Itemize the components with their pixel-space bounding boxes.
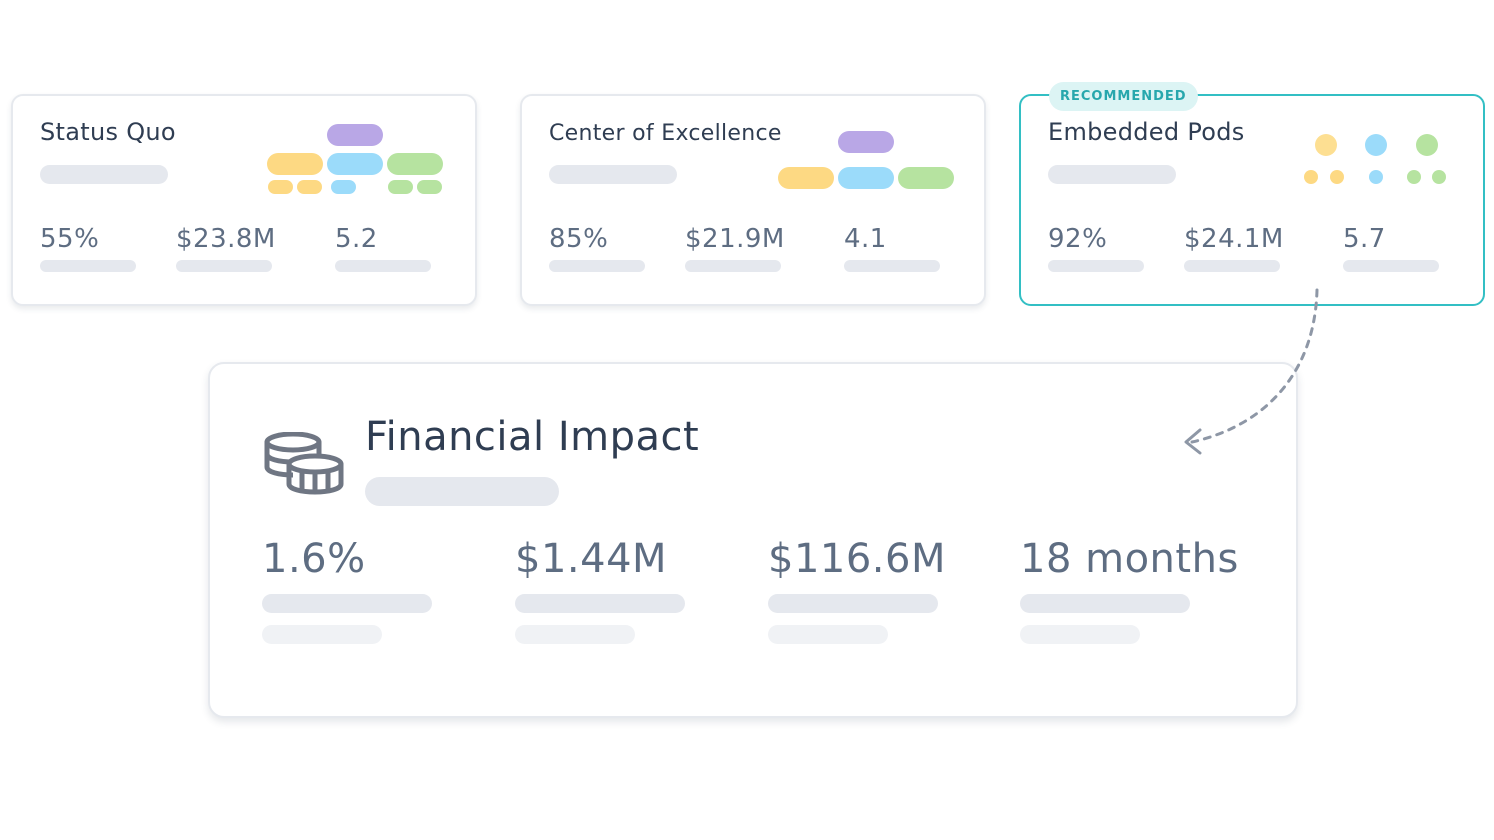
metric-value: $21.9M	[685, 224, 785, 254]
metric-score: 4.1	[844, 224, 940, 272]
metric-percent: 92%	[1048, 224, 1144, 272]
metric-amount: $23.8M	[176, 224, 276, 272]
pod-lead-dot-yellow	[1315, 134, 1337, 156]
card-title: Center of Excellence	[549, 121, 782, 146]
org-member-pill	[268, 180, 293, 194]
impact-title: Financial Impact	[365, 414, 700, 460]
impact-metric-sublabel-placeholder	[768, 625, 888, 644]
metric-value: 92%	[1048, 224, 1108, 254]
impact-metric-payback: 18 months	[1020, 536, 1239, 644]
org-leader-pill	[327, 124, 383, 146]
metric-label-placeholder	[685, 260, 781, 272]
org-member-pill	[417, 180, 442, 194]
org-leader-pill	[838, 131, 894, 153]
metric-amount: $24.1M	[1184, 224, 1284, 272]
pod-member-dot	[1407, 170, 1421, 184]
metric-score: 5.7	[1343, 224, 1439, 272]
impact-metric-value: 1.6%	[262, 536, 366, 582]
metric-label-placeholder	[176, 260, 272, 272]
org-team-pill-yellow	[267, 153, 323, 175]
metric-percent: 55%	[40, 224, 136, 272]
impact-metric-value-total: $116.6M	[768, 536, 946, 644]
impact-metric-percent: 1.6%	[262, 536, 432, 644]
metric-value: 85%	[549, 224, 609, 254]
org-member-pill	[388, 180, 413, 194]
option-card-embedded-pods[interactable]: RECOMMENDED Embedded Pods 92% $24.1M 5.7	[1019, 82, 1485, 306]
card-title: Embedded Pods	[1048, 118, 1245, 146]
option-card-status-quo[interactable]: Status Quo 55% $23.8M 5.2	[11, 94, 477, 306]
metric-amount: $21.9M	[685, 224, 785, 272]
card-title: Status Quo	[40, 118, 176, 146]
card-subtitle-placeholder	[1048, 165, 1176, 184]
metric-label-placeholder	[1048, 260, 1144, 272]
financial-impact-panel: Financial Impact 1.6% $1.44M $116.6M 18 …	[208, 362, 1298, 718]
coins-icon	[264, 431, 348, 500]
metric-label-placeholder	[549, 260, 645, 272]
impact-metric-savings: $1.44M	[515, 536, 685, 644]
impact-metric-value: $116.6M	[768, 536, 946, 582]
metric-value: $24.1M	[1184, 224, 1284, 254]
metric-percent: 85%	[549, 224, 645, 272]
pod-member-dot	[1432, 170, 1446, 184]
recommended-badge: RECOMMENDED	[1049, 82, 1198, 111]
impact-metric-sublabel-placeholder	[262, 625, 382, 644]
metric-value: $23.8M	[176, 224, 276, 254]
org-team-pill-yellow	[778, 167, 834, 189]
org-team-pill-blue	[327, 153, 383, 175]
pod-member-dot	[1304, 170, 1318, 184]
impact-metric-sublabel-placeholder	[515, 625, 635, 644]
org-team-pill-blue	[838, 167, 894, 189]
metric-value: 4.1	[844, 224, 887, 254]
metric-value: 5.7	[1343, 224, 1386, 254]
metric-label-placeholder	[40, 260, 136, 272]
impact-metric-value: $1.44M	[515, 536, 668, 582]
org-member-pill	[297, 180, 322, 194]
card-subtitle-placeholder	[40, 165, 168, 184]
impact-metric-label-placeholder	[1020, 594, 1190, 613]
metric-value: 55%	[40, 224, 100, 254]
impact-metric-label-placeholder	[768, 594, 938, 613]
pod-lead-dot-blue	[1365, 134, 1387, 156]
metric-value: 5.2	[335, 224, 378, 254]
impact-metric-sublabel-placeholder	[1020, 625, 1140, 644]
org-member-pill	[331, 180, 356, 194]
pod-member-dot	[1369, 170, 1383, 184]
metric-label-placeholder	[1184, 260, 1280, 272]
org-team-pill-green	[387, 153, 443, 175]
metric-label-placeholder	[1343, 260, 1439, 272]
pod-lead-dot-green	[1416, 134, 1438, 156]
metric-label-placeholder	[335, 260, 431, 272]
pod-member-dot	[1330, 170, 1344, 184]
card-subtitle-placeholder	[549, 165, 677, 184]
option-card-center-of-excellence[interactable]: Center of Excellence 85% $21.9M 4.1	[520, 94, 986, 306]
metric-score: 5.2	[335, 224, 431, 272]
impact-subtitle-placeholder	[365, 477, 559, 506]
metric-label-placeholder	[844, 260, 940, 272]
impact-metric-value: 18 months	[1020, 536, 1239, 582]
impact-metric-label-placeholder	[515, 594, 685, 613]
impact-metric-label-placeholder	[262, 594, 432, 613]
org-team-pill-green	[898, 167, 954, 189]
